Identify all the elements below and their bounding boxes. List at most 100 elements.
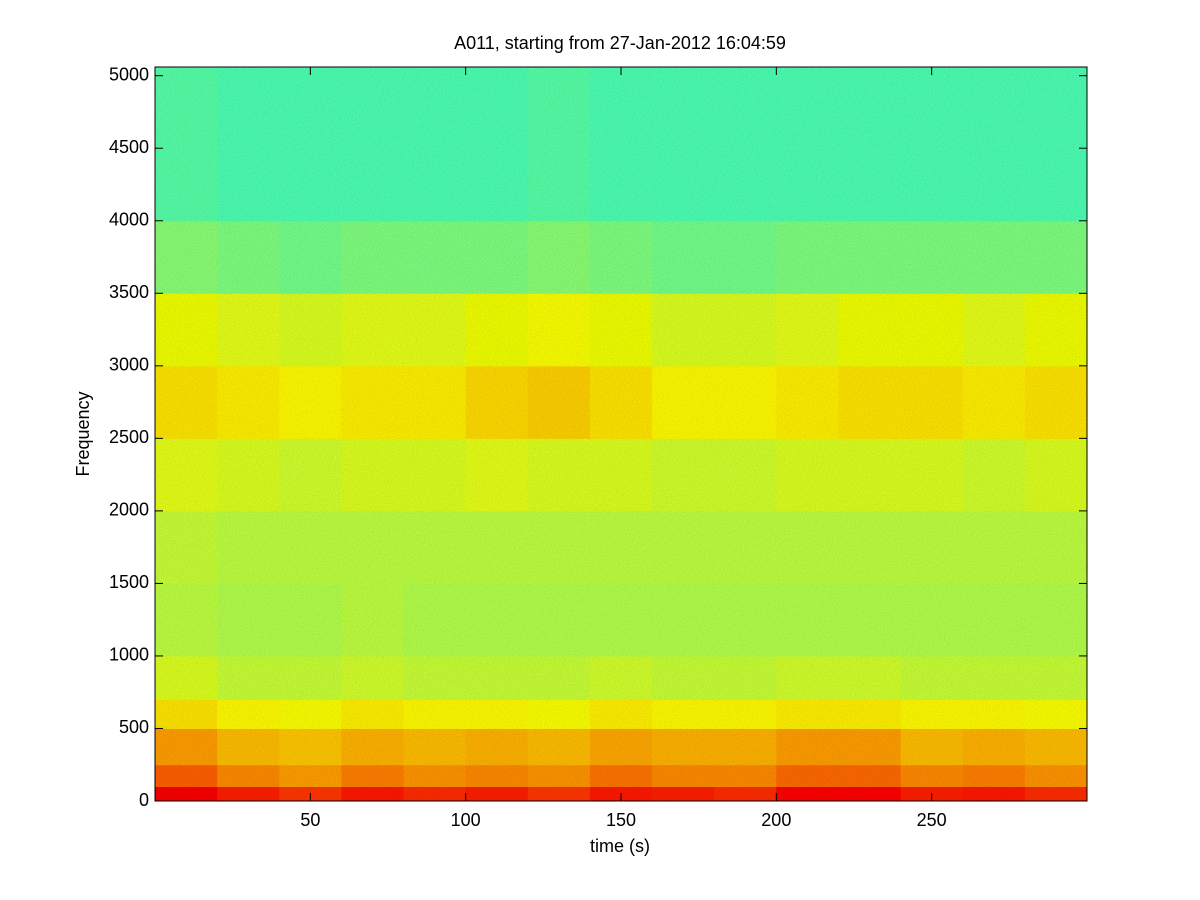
spectrogram-cell [217,293,280,367]
spectrogram-cell [341,510,405,584]
spectrogram-cell [341,728,405,766]
spectrogram-cell [279,293,342,367]
spectrogram-cell [341,220,405,294]
spectrogram-cell [1024,67,1088,222]
spectrogram-cell [279,365,342,439]
y-tick-label: 4000 [109,210,149,230]
spectrogram-cell [589,67,653,222]
spectrogram-cell [962,365,1026,439]
spectrogram-cell [900,293,964,367]
spectrogram-cell [527,365,591,439]
spectrogram-cell [279,510,342,584]
y-tick-label: 3500 [109,282,149,302]
spectrogram-cell [589,293,653,367]
spectrogram-cell [465,510,529,584]
spectrogram-cell [652,67,715,222]
spectrogram-cell [652,510,715,584]
spectrogram-cell [155,655,218,700]
spectrogram-cell [900,728,964,766]
spectrogram-cell [714,365,777,439]
spectrogram-cell [776,220,839,294]
spectrogram-cell [838,293,902,367]
spectrogram-cell [962,786,1026,802]
spectrogram-cell [217,583,280,657]
spectrogram-cell [714,510,777,584]
spectrogram-cell [341,655,405,700]
spectrogram-cell [962,583,1026,657]
spectrogram-cell [838,728,902,766]
spectrogram-cell [589,365,653,439]
spectrogram-cell [1024,728,1088,766]
spectrogram-cell [776,655,839,700]
spectrogram-cell [403,510,467,584]
spectrogram-cell [217,728,280,766]
spectrogram-cell [279,728,342,766]
spectrogram-cell [465,583,529,657]
spectrogram-cell [776,728,839,766]
y-tick-label: 0 [139,790,149,810]
spectrogram-cell [589,764,653,787]
spectrogram-cell [589,699,653,729]
spectrogram-cell [341,438,405,512]
x-tick-label: 250 [917,810,947,830]
spectrogram-cell [776,293,839,367]
spectrogram-cell [714,728,777,766]
spectrogram-cell [652,365,715,439]
spectrogram-cell [341,699,405,729]
spectrogram-cell [527,293,591,367]
spectrogram-cell [279,67,342,222]
spectrogram-cell [776,510,839,584]
spectrogram-cell [838,67,902,222]
spectrogram-cell [962,67,1026,222]
spectrogram-cell [527,786,591,802]
spectrogram-cell [527,438,591,512]
spectrogram-cell [341,67,405,222]
spectrogram-cell [403,728,467,766]
spectrogram-cell [900,764,964,787]
y-tick-label: 1500 [109,572,149,592]
spectrogram-cell [527,699,591,729]
spectrogram-cell [465,728,529,766]
spectrogram-cell [155,728,218,766]
spectrogram-cell [217,655,280,700]
spectrogram-cell [962,764,1026,787]
spectrogram-cell [962,655,1026,700]
spectrogram-cell [1024,764,1088,787]
spectrogram-cell [838,655,902,700]
chart-title: A011, starting from 27-Jan-2012 16:04:59 [454,33,786,53]
spectrogram-cell [900,655,964,700]
spectrogram-cell [465,293,529,367]
spectrogram-cell [403,786,467,802]
spectrogram-cell [1024,510,1088,584]
spectrogram-cell [341,583,405,657]
spectrogram-cell [838,786,902,802]
x-axis-label: time (s) [590,836,650,856]
spectrogram-cell [714,699,777,729]
spectrogram-cell [962,220,1026,294]
x-tick-label: 50 [300,810,320,830]
y-tick-label: 3000 [109,355,149,375]
y-tick-label: 2000 [109,500,149,520]
spectrogram-cell [652,220,715,294]
spectrogram-cell [838,764,902,787]
spectrogram-cell [403,293,467,367]
spectrogram-cell [962,699,1026,729]
spectrogram-cell [465,699,529,729]
spectrogram-cell [838,699,902,729]
spectrogram-cell [155,764,218,787]
spectrogram-cell [217,786,280,802]
spectrogram-cell [962,728,1026,766]
spectrogram-cell [838,438,902,512]
spectrogram-cell [962,438,1026,512]
spectrogram-cell [962,510,1026,584]
spectrogram-cell [527,655,591,700]
spectrogram-cell [527,764,591,787]
spectrogram-cell [403,655,467,700]
spectrogram-cell [403,764,467,787]
spectrogram-cell [155,365,218,439]
spectrogram-cell [652,583,715,657]
spectrogram-cell [465,655,529,700]
spectrogram-cell [217,510,280,584]
spectrogram-cell [589,510,653,584]
